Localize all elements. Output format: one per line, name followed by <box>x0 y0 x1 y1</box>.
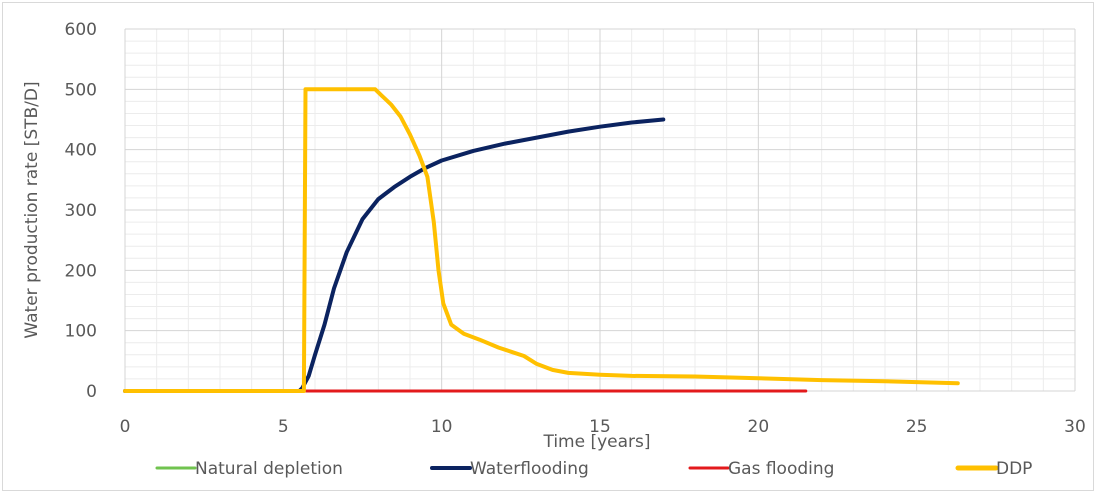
legend-item-waterflooding: Waterflooding <box>430 459 589 479</box>
series-line-waterflooding <box>123 117 666 393</box>
x-tick-label: 30 <box>1064 417 1086 437</box>
y-tick-label: 200 <box>65 261 97 281</box>
y-tick-label: 100 <box>65 322 97 342</box>
legend-item-gas-flooding: Gas flooding <box>688 459 834 479</box>
y-tick-label: 600 <box>65 20 97 40</box>
x-axis-title: Time [years] <box>542 432 650 452</box>
y-tick-label: 500 <box>65 80 97 100</box>
x-axis-ticks: 0 5 10 15 20 25 30 <box>120 417 1086 437</box>
y-tick-label: 400 <box>65 141 97 161</box>
series-layer <box>123 87 960 393</box>
legend: Natural depletion Waterflooding Gas floodi… <box>155 459 1032 479</box>
y-tick-label: 300 <box>65 201 97 221</box>
legend-label: DDP <box>996 459 1032 479</box>
x-tick-label: 20 <box>748 417 770 437</box>
y-axis-ticks: 0 100 200 300 400 500 600 <box>65 20 97 402</box>
series-line-ddp <box>123 87 960 393</box>
x-tick-label: 10 <box>431 417 453 437</box>
x-tick-label: 5 <box>278 417 289 437</box>
x-tick-label: 25 <box>906 417 928 437</box>
legend-item-natural-depletion: Natural depletion <box>155 459 343 479</box>
legend-item-ddp: DDP <box>955 459 1032 479</box>
y-tick-label: 0 <box>86 382 97 402</box>
legend-label: Gas flooding <box>728 459 834 479</box>
x-tick-label: 15 <box>589 417 611 437</box>
x-tick-label: 0 <box>120 417 131 437</box>
legend-label: Natural depletion <box>195 459 343 479</box>
legend-label: Waterflooding <box>470 459 589 479</box>
y-axis-title: Water production rate [STB/D] <box>22 81 42 338</box>
